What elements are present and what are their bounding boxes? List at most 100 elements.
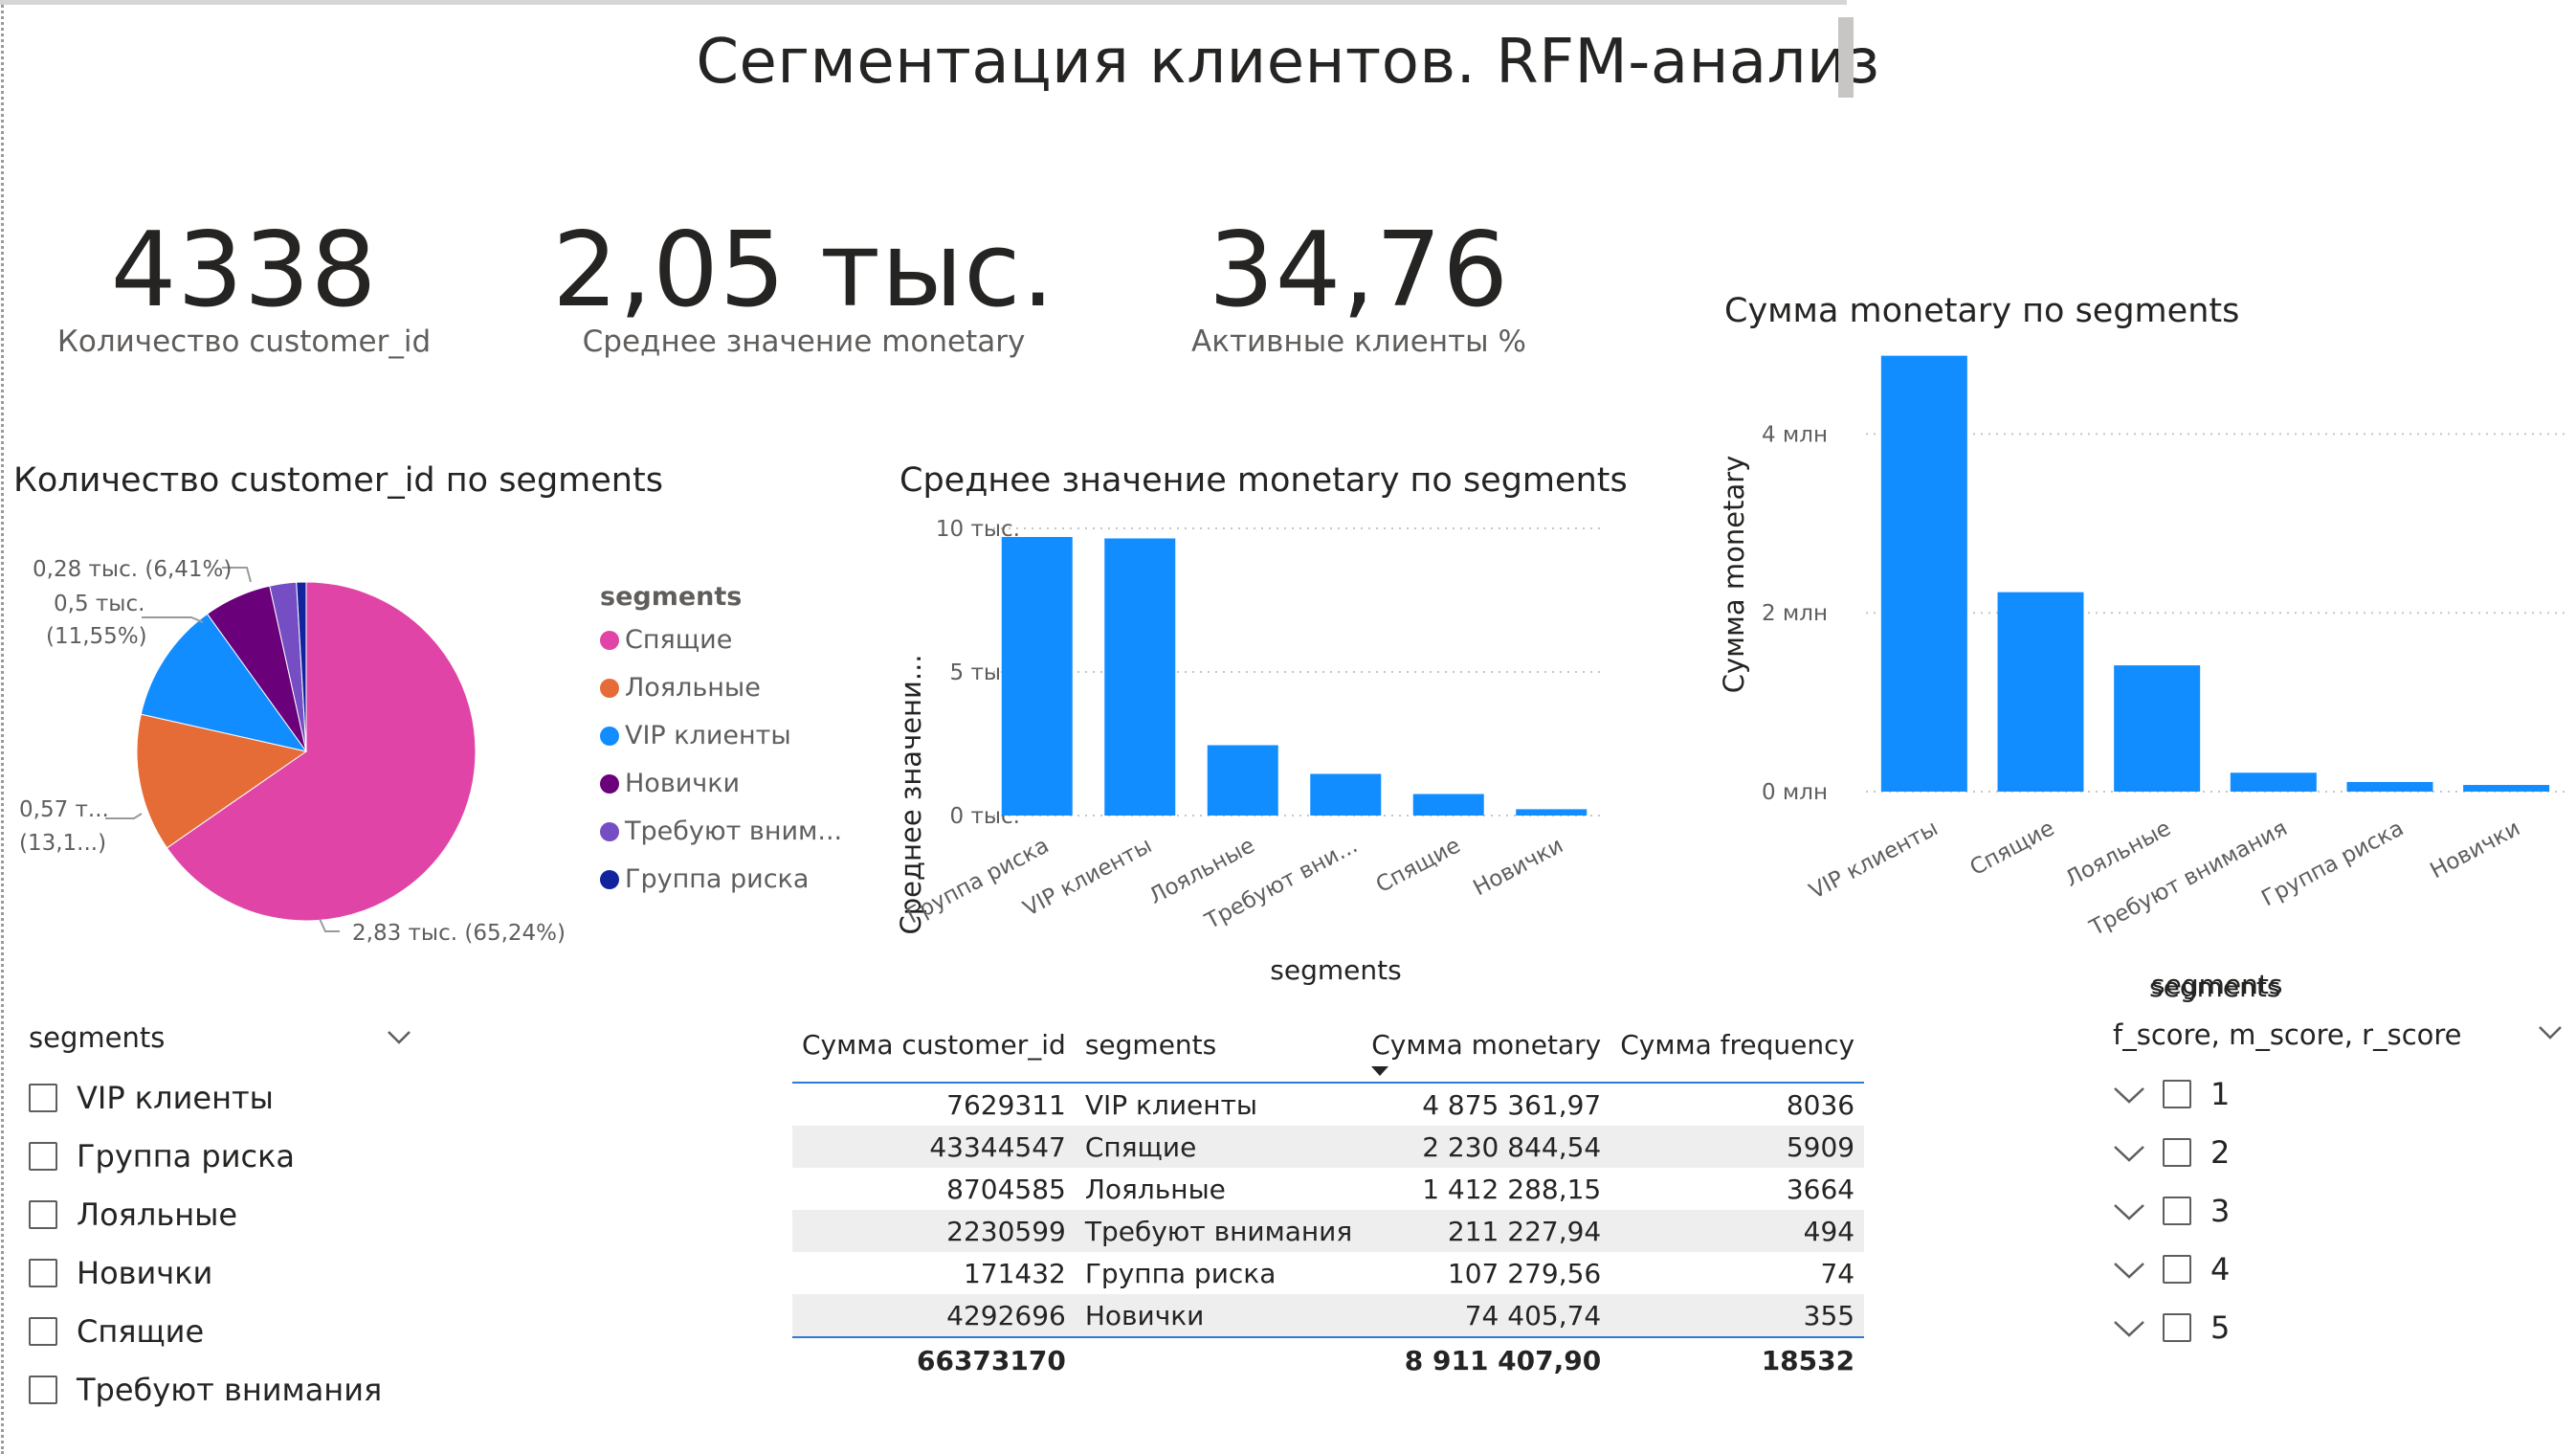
checkbox[interactable] [2163, 1079, 2191, 1108]
cell: 171432 [963, 1257, 1066, 1289]
option-label: Новички [77, 1254, 213, 1291]
col-header[interactable]: Сумма frequency [1610, 1007, 1865, 1084]
checkbox[interactable] [2163, 1196, 2191, 1225]
checkbox[interactable] [29, 1258, 57, 1287]
pie-slice[interactable] [296, 581, 307, 752]
total-cell: 18532 [1610, 1336, 1865, 1382]
expand-chevron-icon[interactable] [2113, 1309, 2145, 1346]
checkbox[interactable] [29, 1141, 57, 1171]
table-row[interactable]: 171432 Группа риска 107 279,56 74 [792, 1252, 1864, 1294]
checkbox[interactable] [2163, 1137, 2191, 1167]
pie-slice[interactable] [136, 713, 308, 849]
x-tick-label: Спящие [1372, 833, 1465, 898]
pie-chart[interactable]: 0,28 тыс. (6,41%) 0,5 тыс. (11,55%) 0,57… [0, 526, 593, 976]
slicer-top-header: segments [2151, 969, 2283, 1000]
cell: 107 279,56 [1447, 1257, 1602, 1289]
legend-item[interactable]: Спящие [600, 625, 842, 655]
legend-swatch [600, 821, 619, 841]
table-row[interactable]: 43344547 Спящие 2 230 844,54 5909 [792, 1126, 1865, 1168]
checkbox[interactable] [29, 1199, 57, 1229]
bar[interactable] [1207, 745, 1278, 816]
slicer-option[interactable]: 3 [2113, 1181, 2563, 1240]
slicer-option[interactable]: Новички [29, 1243, 411, 1302]
slicer-option[interactable]: VIP клиенты [29, 1068, 411, 1127]
checkbox[interactable] [29, 1083, 57, 1112]
table-row[interactable]: 2230599 Требуют внимания 211 227,94 494 [792, 1210, 1865, 1252]
expand-chevron-icon[interactable] [2113, 1134, 2145, 1171]
cell: 74 405,74 [1362, 1294, 1611, 1337]
table-row[interactable]: 7629311 VIP клиенты 4 875 361,97 8036 [792, 1083, 1864, 1126]
bar[interactable] [2346, 781, 2433, 792]
checkbox[interactable] [29, 1316, 57, 1346]
legend-item[interactable]: Лояльные [600, 673, 842, 703]
total-cell: 8 911 407,90 [1362, 1336, 1611, 1382]
cell: 8704585 [946, 1173, 1066, 1205]
option-label: 1 [2210, 1075, 2231, 1112]
option-label: Лояльные [77, 1196, 238, 1233]
title-accent-bar [1838, 17, 1854, 98]
legend-item[interactable]: VIP клиенты [600, 721, 842, 750]
x-tick-label: Новички [1470, 833, 1568, 901]
checkbox[interactable] [29, 1375, 57, 1404]
bar[interactable] [1001, 537, 1073, 816]
sum-monetary-bar-chart[interactable]: Сумма monetary segments 0 млн 2 млн 4 млн V… [1713, 345, 2574, 967]
cell: 2 230 844,54 [1362, 1126, 1611, 1168]
table-row[interactable]: 4292696 Новички 74 405,74 355 [792, 1294, 1865, 1337]
pie-slice[interactable] [166, 581, 477, 922]
expand-chevron-icon[interactable] [2113, 1076, 2145, 1112]
option-label: Группа риска [77, 1137, 296, 1174]
slicer-option[interactable]: Группа риска [29, 1127, 411, 1185]
slicer-option[interactable]: 1 [2113, 1064, 2563, 1123]
slicer-option[interactable]: 2 [2113, 1123, 2563, 1181]
slicer-option[interactable]: 4 [2113, 1240, 2563, 1298]
cell: 2230599 [792, 1210, 1076, 1252]
legend-label: VIP клиенты [625, 721, 791, 750]
bar[interactable] [2114, 665, 2201, 792]
y-tick-label: 4 млн [1762, 422, 1828, 447]
avg-monetary-bar-chart[interactable]: Среднее значени... segments 0 тыс.5 тыс.… [890, 507, 1646, 995]
pie-label-vip-pct: (11,55%) [46, 624, 147, 649]
kpi-card-active-clients[interactable]: 34,76 Активные клиенты % [1167, 211, 1550, 383]
cell: Спящие [1075, 1126, 1363, 1168]
bar[interactable] [2230, 772, 2317, 792]
expand-chevron-icon[interactable] [2113, 1251, 2145, 1287]
bar[interactable] [1104, 538, 1176, 816]
bar[interactable] [1880, 355, 1967, 792]
slicer-option[interactable]: 5 [2113, 1298, 2563, 1356]
chevron-down-icon[interactable] [2538, 1025, 2563, 1044]
cell: Требуют внимания [1075, 1210, 1363, 1252]
pie-slice[interactable] [140, 613, 308, 752]
checkbox[interactable] [2163, 1312, 2191, 1342]
header-label: Сумма monetary [1371, 1028, 1602, 1061]
col-header[interactable]: Сумма monetary [1362, 1007, 1611, 1084]
pie-label-loyal-pct: (13,1...) [19, 831, 106, 856]
slicer-option[interactable]: Лояльные [29, 1185, 411, 1243]
bar[interactable] [2463, 785, 2550, 792]
bar1-title: Среднее значение monetary по segments [899, 461, 1628, 500]
chevron-down-icon[interactable] [387, 1023, 411, 1052]
bar[interactable] [1310, 773, 1382, 816]
header-label: segments [1084, 1028, 1217, 1061]
expand-chevron-icon[interactable] [2113, 1193, 2145, 1229]
data-table: Сумма customer_id segments Сумма monetar… [792, 1007, 1865, 1382]
checkbox[interactable] [2163, 1254, 2191, 1284]
bar[interactable] [1516, 809, 1588, 816]
pie-label-vip: 0,5 тыс. [54, 592, 144, 616]
slicer-option[interactable]: Спящие [29, 1302, 411, 1360]
option-label: Спящие [77, 1312, 205, 1350]
table-row[interactable]: 8704585 Лояльные 1 412 288,15 3664 [792, 1168, 1864, 1210]
legend-item[interactable]: Группа риска [600, 864, 842, 894]
legend-item[interactable]: Новички [600, 769, 842, 798]
legend-label: Новички [625, 769, 741, 798]
kpi-card-avg-monetary[interactable]: 2,05 тыс. Среднее значение monetary [536, 211, 1072, 383]
bar1-x-axis-title: segments [1270, 954, 1401, 986]
cell: 211 227,94 [1362, 1210, 1611, 1252]
col-header[interactable]: Сумма customer_id [792, 1007, 1076, 1084]
bar[interactable] [1997, 592, 2084, 792]
slicer-option[interactable]: Требуют внимания [29, 1360, 411, 1419]
col-header[interactable]: segments [1075, 1007, 1363, 1084]
legend-item[interactable]: Требуют вним... [600, 816, 842, 846]
x-tick-label: Спящие [1966, 816, 2059, 881]
kpi-card-customer-count[interactable]: 4338 Количество customer_id [29, 211, 459, 383]
bar[interactable] [1412, 794, 1484, 816]
